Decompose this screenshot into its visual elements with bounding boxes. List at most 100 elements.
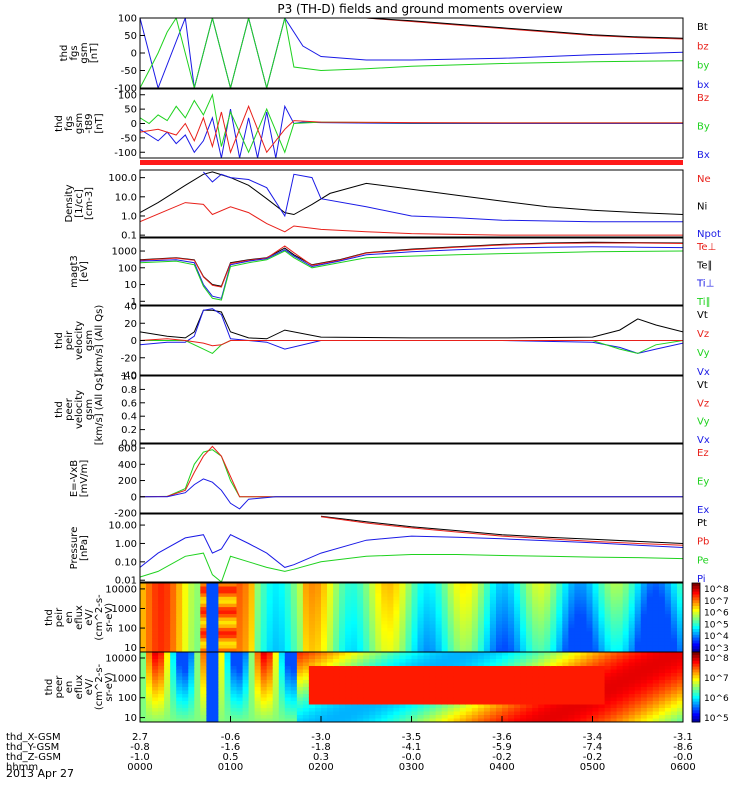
spectrogram-cell <box>550 614 557 618</box>
spectrogram-cell <box>375 624 382 629</box>
y-axis-label: eflux <box>74 675 85 700</box>
spectrogram-cell <box>399 715 406 720</box>
spectrogram-cell <box>652 617 660 622</box>
spectrogram-cell <box>369 680 376 685</box>
spectrogram-cell <box>616 673 624 678</box>
spectrogram-cell <box>218 627 225 632</box>
spectrogram-cell <box>628 662 636 667</box>
spectrogram-cell <box>471 711 479 716</box>
spectrogram-cell <box>496 645 503 650</box>
spectrogram-cell <box>483 715 491 720</box>
spectrogram-cell <box>351 683 358 688</box>
spectrogram-cell <box>417 634 425 639</box>
spectrogram-cell <box>453 621 461 625</box>
spectrogram-cell <box>272 634 280 639</box>
spectrogram-cell <box>496 715 503 720</box>
spectrogram-cell <box>502 655 509 660</box>
x-row-value: -1.0 <box>130 752 150 763</box>
spectrogram-cell <box>471 659 479 664</box>
spectrogram-cell <box>447 631 455 636</box>
spectrogram-cell <box>339 603 346 608</box>
spectrogram-cell <box>224 715 232 720</box>
spectrogram-cell <box>146 669 153 674</box>
spectrogram-cell <box>387 645 394 650</box>
spectrogram-cell <box>405 624 413 629</box>
spectrogram-cell <box>218 600 225 605</box>
spectrogram-cell <box>502 607 509 612</box>
spectrogram-cell <box>164 697 171 702</box>
spectrogram-cell <box>387 690 394 695</box>
spectrogram-cell <box>212 610 219 615</box>
spectrogram-cell <box>670 603 678 608</box>
spectrogram-cell <box>441 690 449 695</box>
spectrogram-cell <box>417 655 425 660</box>
spectrogram-cell <box>477 683 485 688</box>
spectrogram-cell <box>381 708 388 713</box>
spectrogram-cell <box>677 600 683 605</box>
spectrogram-cell <box>146 648 153 652</box>
spectrogram-cell <box>483 648 491 652</box>
spectrogram-cell <box>339 708 346 713</box>
spectrogram-cell <box>652 607 660 612</box>
spectrogram-cell <box>610 662 618 667</box>
spectrogram-cell <box>345 666 352 671</box>
spectrogram-cell <box>242 701 250 706</box>
spectrogram-cell <box>164 617 171 622</box>
spectrogram-cell <box>616 690 624 695</box>
spectrogram-cell <box>502 697 509 702</box>
spectrogram-cell <box>652 603 660 608</box>
spectrogram-cell <box>260 641 268 646</box>
spectrogram-cell <box>357 586 364 591</box>
spectrogram-cell <box>260 617 268 622</box>
spectrogram-cell <box>351 596 358 601</box>
spectrogram-cell <box>363 708 370 713</box>
series-group-efield <box>140 445 683 510</box>
spectrogram-cell <box>520 666 527 671</box>
spectrogram-cell <box>477 676 485 681</box>
spectrogram-cell <box>622 655 630 660</box>
spectrogram-cell <box>622 624 630 629</box>
spectrogram-cell <box>200 673 207 678</box>
spectrogram-cell <box>664 627 672 632</box>
spectrogram-cell <box>670 624 678 629</box>
spectrogram-cell <box>200 666 207 671</box>
spectrogram-cell <box>465 583 473 587</box>
spectrogram-cell <box>483 680 491 685</box>
spectrogram-cell <box>146 641 153 646</box>
spectrogram-cell <box>592 603 600 608</box>
spectrogram-cell <box>381 614 388 618</box>
x-row-value: -8.6 <box>673 742 693 753</box>
spectrogram-cell <box>646 659 654 664</box>
spectrogram-cell <box>441 715 449 720</box>
spectrogram-cell <box>381 690 388 695</box>
spectrogram-cell <box>610 614 618 618</box>
spectrogram-cell <box>634 641 642 646</box>
spectrogram-cell <box>423 596 431 601</box>
spectrogram-cell <box>315 680 322 685</box>
spectrogram-cell <box>520 607 527 612</box>
spectrogram-cell <box>218 645 225 650</box>
spectrogram-cell <box>381 655 388 660</box>
spectrogram-cell <box>152 621 159 625</box>
spectrogram-cell <box>254 652 262 657</box>
spectrogram-cell <box>465 631 473 636</box>
spectrogram-cell <box>393 673 400 678</box>
spectrogram-cell <box>622 662 630 667</box>
spectrogram-cell <box>622 603 630 608</box>
spectrogram-cell <box>327 600 334 605</box>
y-tick-label: 10.0 <box>115 192 137 203</box>
spectrogram-cell <box>568 652 575 657</box>
spectrogram-cell <box>616 694 624 699</box>
spectrogram-cell <box>182 627 189 632</box>
spectrogram-cell <box>284 680 292 685</box>
spectrogram-cell <box>393 697 400 702</box>
spectrogram-cell <box>242 690 250 695</box>
spectrogram-cell <box>562 701 569 706</box>
spectrogram-cell <box>170 683 177 688</box>
colorbar-step <box>692 617 700 621</box>
spectrogram-cell <box>489 711 497 716</box>
spectrogram-cell <box>652 701 660 706</box>
spectrogram-cell <box>628 586 636 591</box>
spectrogram-cell <box>387 704 394 709</box>
spectrogram-cell <box>417 683 425 688</box>
